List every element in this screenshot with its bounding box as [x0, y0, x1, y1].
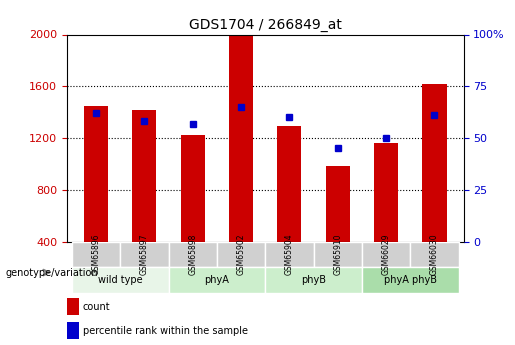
Text: genotype/variation: genotype/variation	[5, 268, 98, 277]
Text: GSM65910: GSM65910	[333, 234, 342, 275]
FancyBboxPatch shape	[168, 241, 217, 267]
FancyBboxPatch shape	[362, 241, 410, 267]
Bar	[67, 298, 79, 315]
FancyBboxPatch shape	[314, 241, 362, 267]
Text: wild type: wild type	[98, 275, 143, 285]
Text: phyA: phyA	[204, 275, 229, 285]
FancyBboxPatch shape	[362, 267, 459, 293]
Text: GSM66030: GSM66030	[430, 234, 439, 275]
FancyBboxPatch shape	[72, 267, 168, 293]
FancyBboxPatch shape	[168, 267, 265, 293]
Bar	[132, 110, 157, 242]
FancyBboxPatch shape	[120, 241, 168, 267]
Bar	[67, 322, 79, 339]
FancyBboxPatch shape	[265, 267, 362, 293]
Text: GSM65902: GSM65902	[236, 234, 246, 275]
FancyBboxPatch shape	[72, 241, 120, 267]
Text: percentile rank within the sample: percentile rank within the sample	[83, 326, 248, 336]
Text: phyB: phyB	[301, 275, 326, 285]
Text: GSM65897: GSM65897	[140, 234, 149, 275]
Bar	[84, 106, 108, 241]
FancyBboxPatch shape	[217, 241, 265, 267]
Bar	[422, 84, 447, 242]
Bar	[277, 126, 301, 242]
Bar	[374, 143, 398, 241]
FancyBboxPatch shape	[410, 241, 459, 267]
Bar	[325, 167, 350, 242]
Text: GSM65904: GSM65904	[285, 234, 294, 275]
Text: GSM65898: GSM65898	[188, 234, 197, 275]
FancyBboxPatch shape	[265, 241, 314, 267]
Text: phyA phyB: phyA phyB	[384, 275, 437, 285]
Text: GSM65896: GSM65896	[92, 234, 100, 275]
Text: count: count	[83, 302, 110, 312]
Bar	[181, 136, 205, 242]
Title: GDS1704 / 266849_at: GDS1704 / 266849_at	[189, 18, 341, 32]
Bar	[229, 0, 253, 241]
Text: GSM66029: GSM66029	[382, 234, 390, 275]
